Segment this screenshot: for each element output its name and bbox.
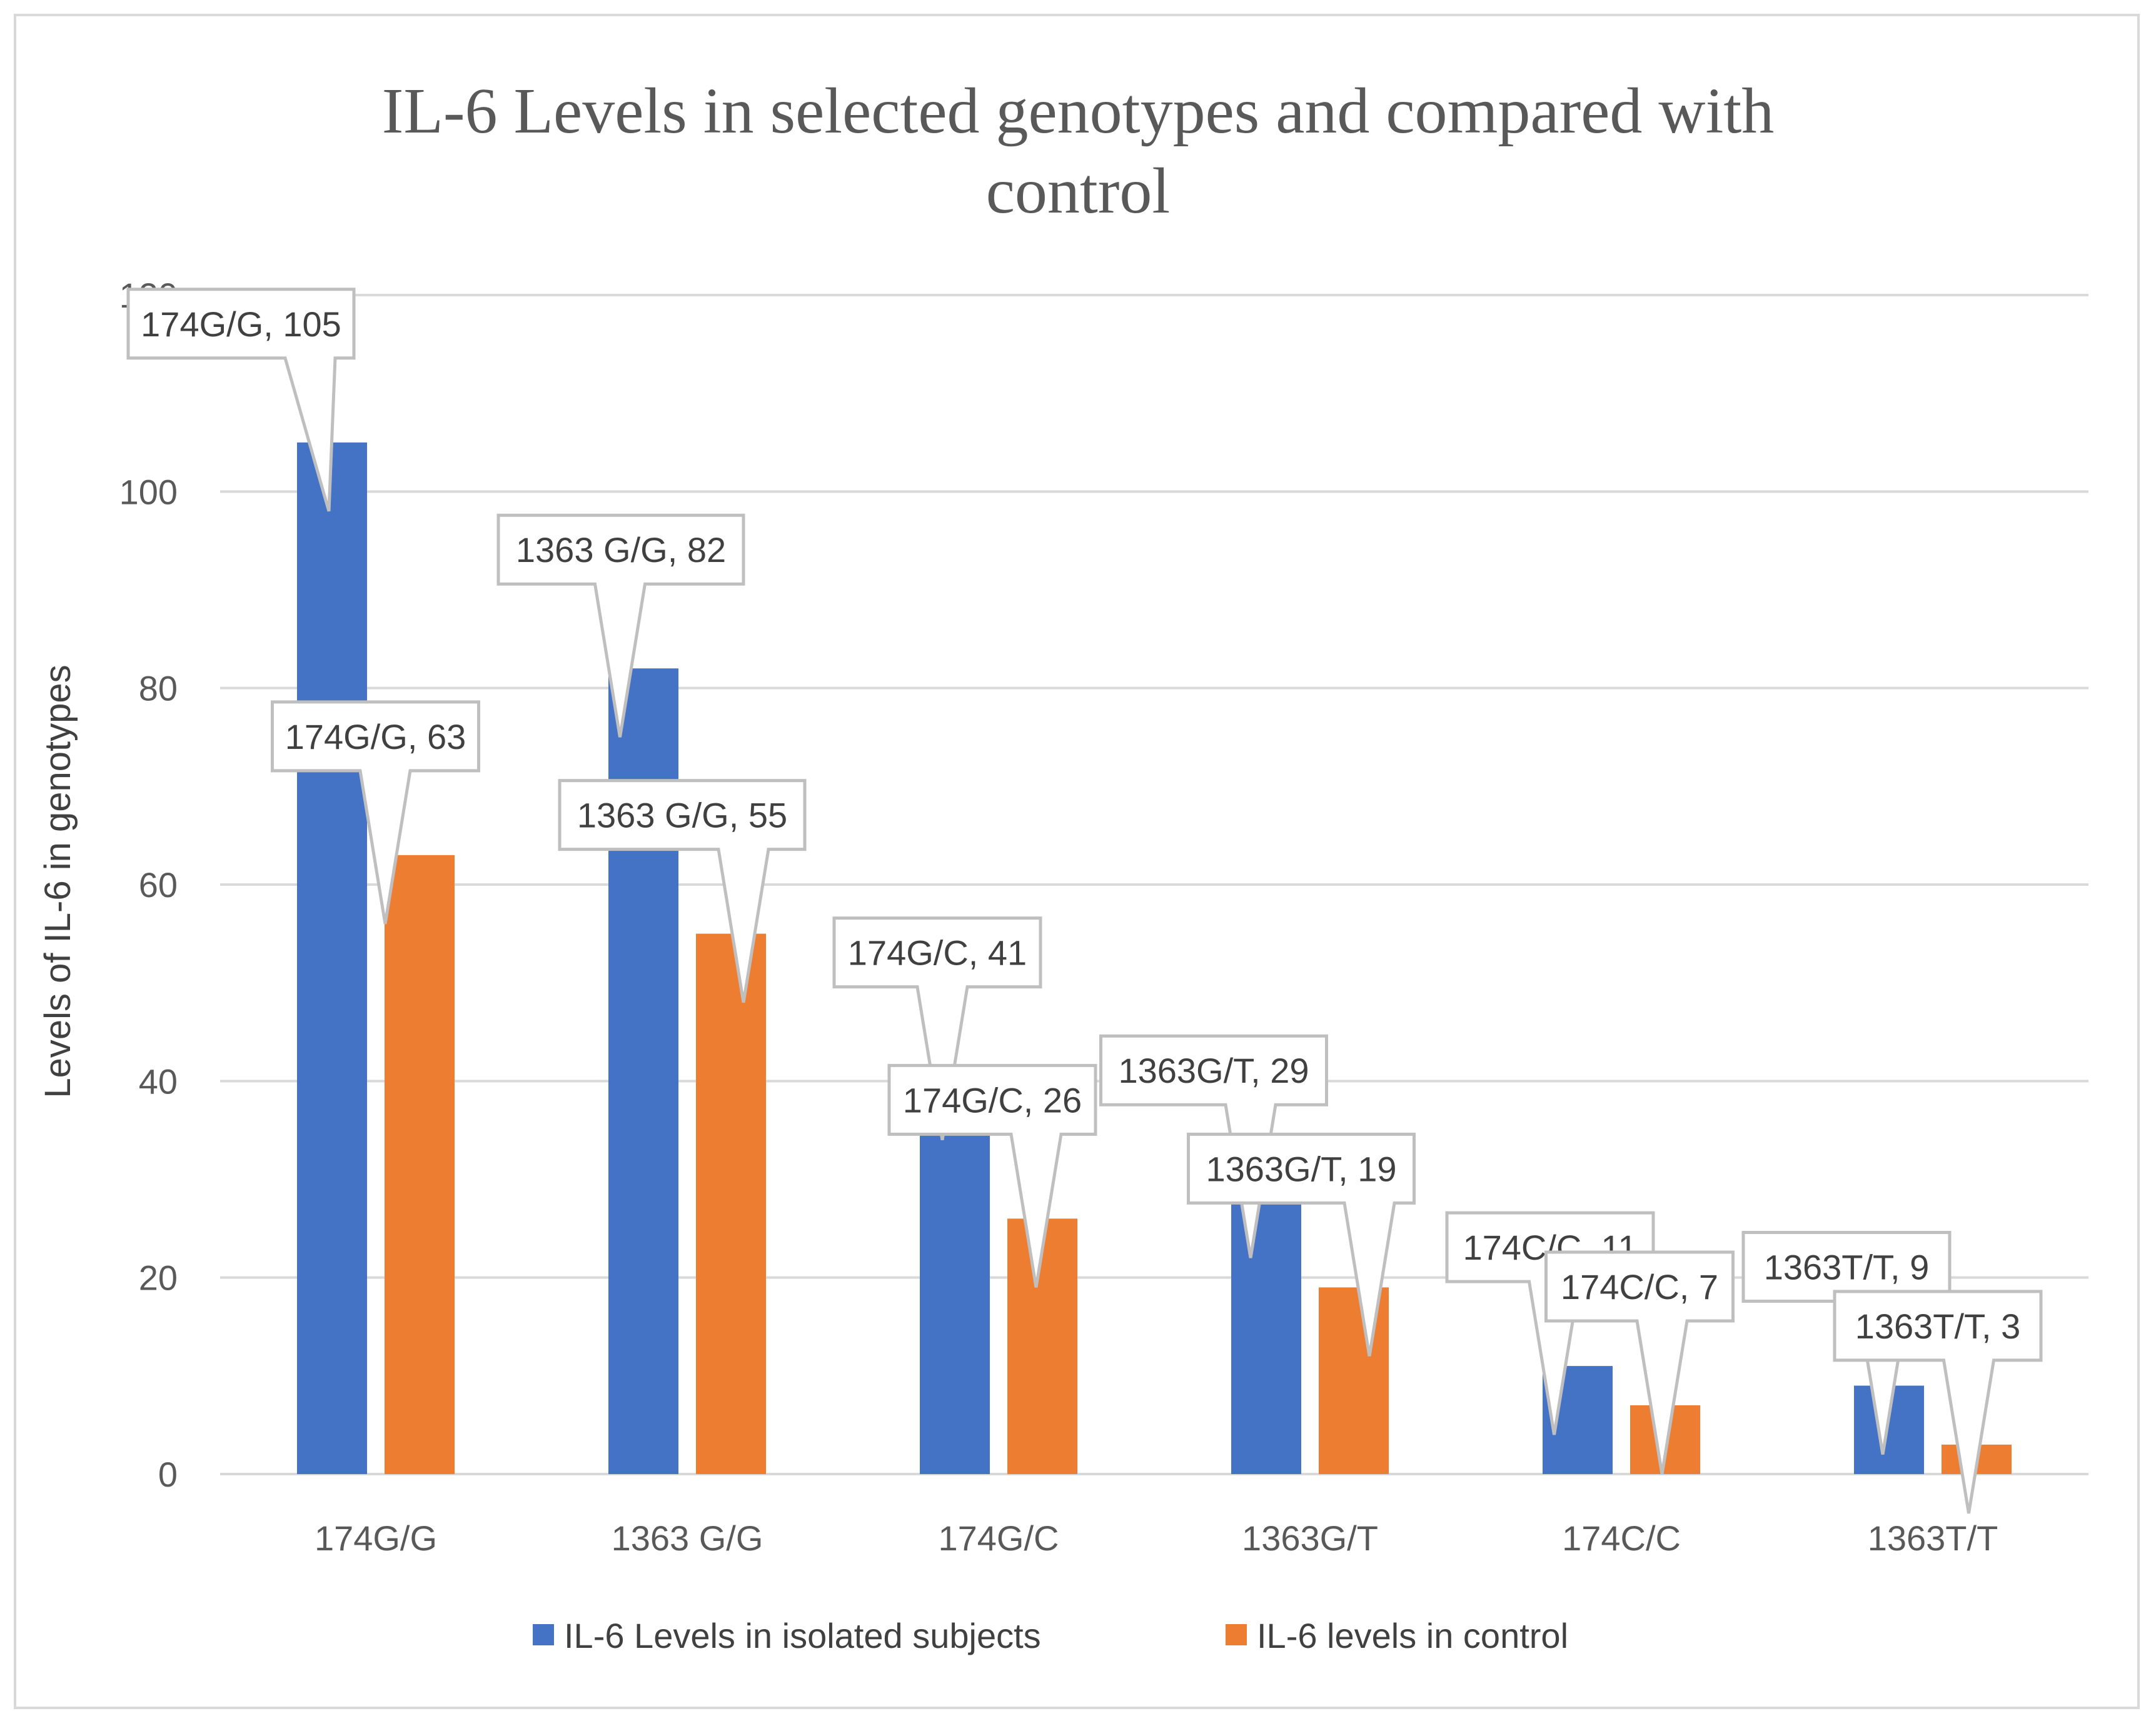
- data-label-callout: [558, 779, 807, 1003]
- x-tick-label: 174G/C: [939, 1518, 1059, 1558]
- y-tick-label: 20: [139, 1258, 178, 1298]
- legend-label-isolated: IL-6 Levels in isolated subjects: [564, 1616, 1041, 1655]
- legend-label-control: IL-6 levels in control: [1257, 1616, 1568, 1655]
- data-label-callout: [1833, 1290, 2043, 1514]
- data-label: 1363 G/G, 55: [577, 796, 787, 835]
- bar-control-0: [385, 855, 455, 1474]
- data-label: 174G/C, 41: [848, 933, 1027, 973]
- y-tick-label: 40: [139, 1061, 178, 1101]
- x-tick-label: 1363 G/G: [612, 1518, 763, 1558]
- data-label-callout: [126, 288, 356, 512]
- data-label: 1363T/T, 9: [1764, 1248, 1930, 1287]
- data-label: 174G/G, 105: [141, 304, 341, 344]
- bar-isolated-3: [1231, 1189, 1301, 1474]
- bar-isolated-0: [297, 442, 367, 1474]
- data-label-callout: [1544, 1250, 1735, 1475]
- x-axis-ticks: 174G/G 1363 G/G 174G/C 1363G/T 174C/C 1363T/T: [315, 1518, 1998, 1558]
- data-label-callout: [271, 700, 480, 925]
- chart-title-line-2: control: [986, 155, 1171, 227]
- y-tick-label: 80: [139, 669, 178, 708]
- x-tick-label: 174G/G: [315, 1518, 437, 1558]
- data-label-callout: [832, 916, 1042, 1141]
- y-tick-label: 0: [158, 1455, 178, 1494]
- y-axis-ticks: 020406080100120: [119, 276, 178, 1494]
- chart-title: IL-6 Levels in selected genotypes and co…: [382, 75, 1775, 227]
- data-label-callout: [887, 1063, 1097, 1288]
- data-labels: 174G/G, 105 174G/G, 63 1363 G/G, 82 1363 G/…: [126, 288, 2043, 1514]
- data-label: 174G/C, 26: [903, 1080, 1082, 1120]
- bar-isolated-2: [920, 1071, 990, 1474]
- data-label: 1363G/T, 19: [1206, 1149, 1396, 1188]
- data-label-callout: [1741, 1231, 1952, 1455]
- bar-control-1: [696, 933, 766, 1474]
- bar-control-2: [1007, 1218, 1077, 1474]
- x-tick-label: 1363G/T: [1242, 1518, 1378, 1558]
- data-label: 1363G/T, 29: [1118, 1051, 1309, 1090]
- y-tick-label: 60: [139, 865, 178, 905]
- data-label: 174C/C, 7: [1561, 1267, 1718, 1307]
- x-tick-label: 1363T/T: [1868, 1518, 1998, 1558]
- bar-control-3: [1319, 1287, 1389, 1474]
- data-label: 174G/G, 63: [285, 717, 466, 756]
- y-tick-label: 100: [119, 472, 178, 511]
- bars: [297, 442, 2012, 1474]
- legend-swatch-isolated: [533, 1624, 554, 1645]
- x-tick-label: 174C/C: [1562, 1518, 1681, 1558]
- data-label-callout: [1187, 1132, 1416, 1357]
- y-axis-title: Levels of IL-6 in genotypes: [38, 665, 78, 1098]
- legend-swatch-control: [1226, 1624, 1247, 1645]
- data-label: 1363 G/G, 82: [516, 530, 726, 569]
- chart-title-line-1: IL-6 Levels in selected genotypes and co…: [382, 75, 1775, 147]
- data-label: 1363T/T, 3: [1855, 1307, 2021, 1346]
- legend: IL-6 Levels in isolated subjects IL-6 le…: [533, 1616, 1568, 1655]
- data-label-callout: [496, 513, 745, 738]
